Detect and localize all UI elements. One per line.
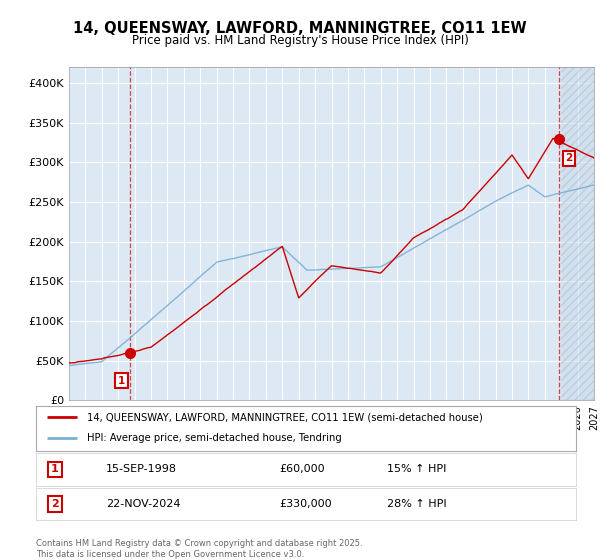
Text: 1: 1	[51, 464, 59, 474]
Text: Contains HM Land Registry data © Crown copyright and database right 2025.
This d: Contains HM Land Registry data © Crown c…	[36, 539, 362, 559]
Text: 15% ↑ HPI: 15% ↑ HPI	[387, 464, 446, 474]
Text: 1: 1	[118, 376, 125, 386]
Text: HPI: Average price, semi-detached house, Tendring: HPI: Average price, semi-detached house,…	[88, 433, 342, 444]
Text: 28% ↑ HPI: 28% ↑ HPI	[387, 499, 446, 509]
Text: 2: 2	[565, 153, 572, 164]
Text: 2: 2	[51, 499, 59, 509]
Text: 15-SEP-1998: 15-SEP-1998	[106, 464, 177, 474]
Text: 14, QUEENSWAY, LAWFORD, MANNINGTREE, CO11 1EW (semi-detached house): 14, QUEENSWAY, LAWFORD, MANNINGTREE, CO1…	[88, 412, 483, 422]
Bar	[561, 67, 594, 400]
Text: Price paid vs. HM Land Registry's House Price Index (HPI): Price paid vs. HM Land Registry's House …	[131, 34, 469, 46]
Text: 14, QUEENSWAY, LAWFORD, MANNINGTREE, CO11 1EW: 14, QUEENSWAY, LAWFORD, MANNINGTREE, CO1…	[73, 21, 527, 36]
Text: £60,000: £60,000	[279, 464, 325, 474]
Text: £330,000: £330,000	[279, 499, 332, 509]
Text: 22-NOV-2024: 22-NOV-2024	[106, 499, 181, 509]
